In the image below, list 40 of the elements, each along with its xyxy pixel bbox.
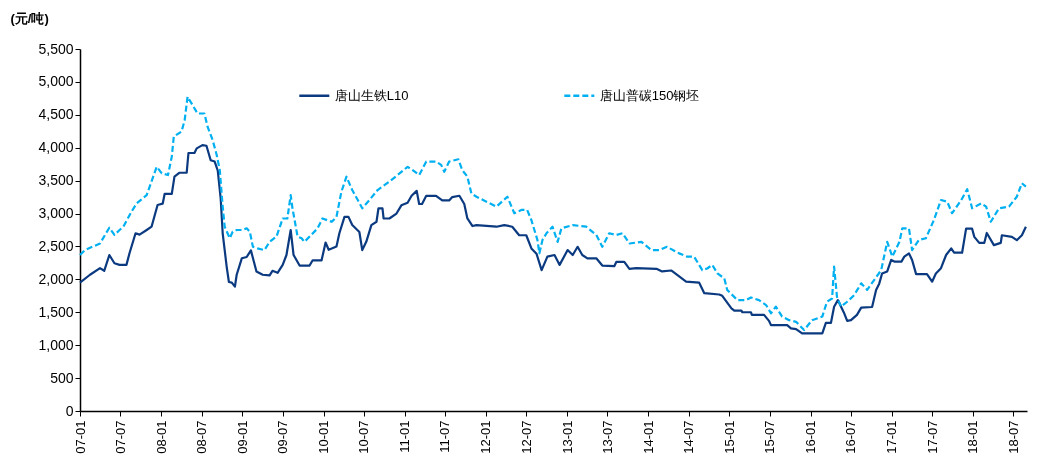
y-axis-title: (元/吨) (10, 10, 49, 26)
y-tick-label: 0 (65, 402, 74, 419)
x-tick-label: 18-07 (1005, 420, 1021, 454)
x-tick-label: 16-01 (803, 420, 819, 454)
y-tick-label: 5,500 (38, 40, 74, 57)
y-tick-label: 2,500 (38, 237, 74, 254)
x-tick-label: 12-01 (478, 420, 494, 454)
x-tick-label: 18-01 (965, 420, 981, 454)
y-tick-label: 1,000 (38, 336, 74, 353)
x-tick-label: 15-07 (762, 420, 778, 454)
y-tick-label: 5,000 (38, 73, 74, 90)
x-tick-label: 10-07 (356, 420, 372, 454)
x-tick-label: 17-01 (884, 420, 900, 454)
x-tick-label: 08-07 (194, 420, 210, 454)
x-tick-label: 11-07 (437, 420, 453, 453)
x-tick-label: 07-07 (112, 420, 128, 454)
x-tick-label: 10-01 (316, 420, 332, 454)
x-tick-label: 14-01 (640, 420, 656, 454)
x-tick-label: 14-07 (681, 420, 697, 454)
x-tick-label: 11-01 (397, 420, 413, 453)
x-tick-label: 09-01 (234, 420, 250, 454)
x-tick-label: 13-07 (599, 420, 615, 454)
legend-label: 唐山生铁L10 (334, 87, 409, 103)
y-tick-label: 4,000 (38, 139, 74, 156)
x-tick-label: 17-07 (924, 420, 940, 454)
x-tick-label: 07-01 (72, 420, 88, 454)
x-tick-label: 12-07 (518, 420, 534, 454)
y-tick-label: 500 (50, 369, 74, 386)
y-tick-label: 3,500 (38, 172, 74, 189)
line-series (78, 144, 1027, 335)
x-tick-label: 09-07 (275, 420, 291, 454)
x-tick-label: 16-07 (843, 420, 859, 454)
y-tick-label: 1,500 (38, 303, 74, 320)
y-tick-label: 2,000 (38, 270, 74, 287)
x-tick-label: 08-01 (153, 420, 169, 454)
legend-label: 唐山普碳150钢坯 (599, 87, 700, 103)
x-tick-label: 15-01 (721, 420, 737, 454)
x-tick-label: 13-01 (559, 420, 575, 454)
y-tick-label: 3,000 (38, 205, 74, 222)
y-tick-label: 4,500 (38, 106, 74, 123)
